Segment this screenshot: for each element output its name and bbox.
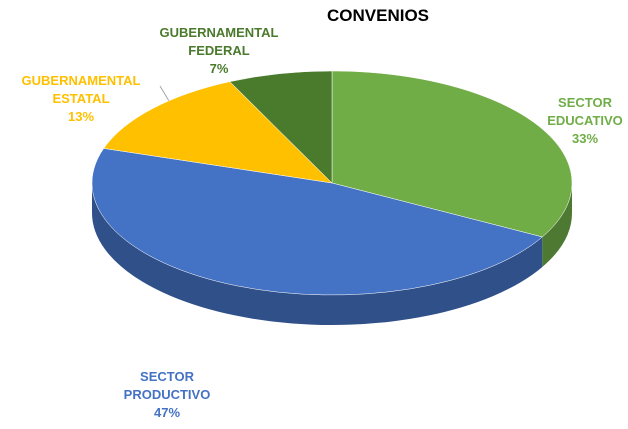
label-name: SECTOR PRODUCTIVO: [123, 369, 211, 402]
label-name: SECTOR EDUCATIVO: [547, 95, 623, 128]
label-value: 47%: [153, 405, 181, 420]
slice: [331, 70, 573, 238]
data-label: SECTOR PRODUCTIVO 47%: [115, 368, 219, 422]
chart-title: CONVENIOS: [326, 6, 430, 25]
slice-side: [542, 183, 572, 267]
label-name: GUBERNAMENTAL FEDERAL: [159, 25, 279, 58]
label-value: 33%: [571, 131, 599, 146]
label-value: 13%: [67, 109, 95, 124]
slice: [229, 70, 333, 184]
slice-side: [91, 183, 543, 326]
label-value: 7%: [209, 61, 229, 76]
slice: [91, 148, 543, 296]
data-label: GUBERNAMENTAL ESTATAL 13%: [6, 72, 156, 126]
slice: [103, 81, 333, 184]
data-label: GUBERNAMENTAL FEDERAL 7%: [155, 24, 283, 78]
label-name: GUBERNAMENTAL ESTATAL: [21, 73, 141, 106]
data-label: SECTOR EDUCATIVO 33%: [530, 94, 628, 148]
